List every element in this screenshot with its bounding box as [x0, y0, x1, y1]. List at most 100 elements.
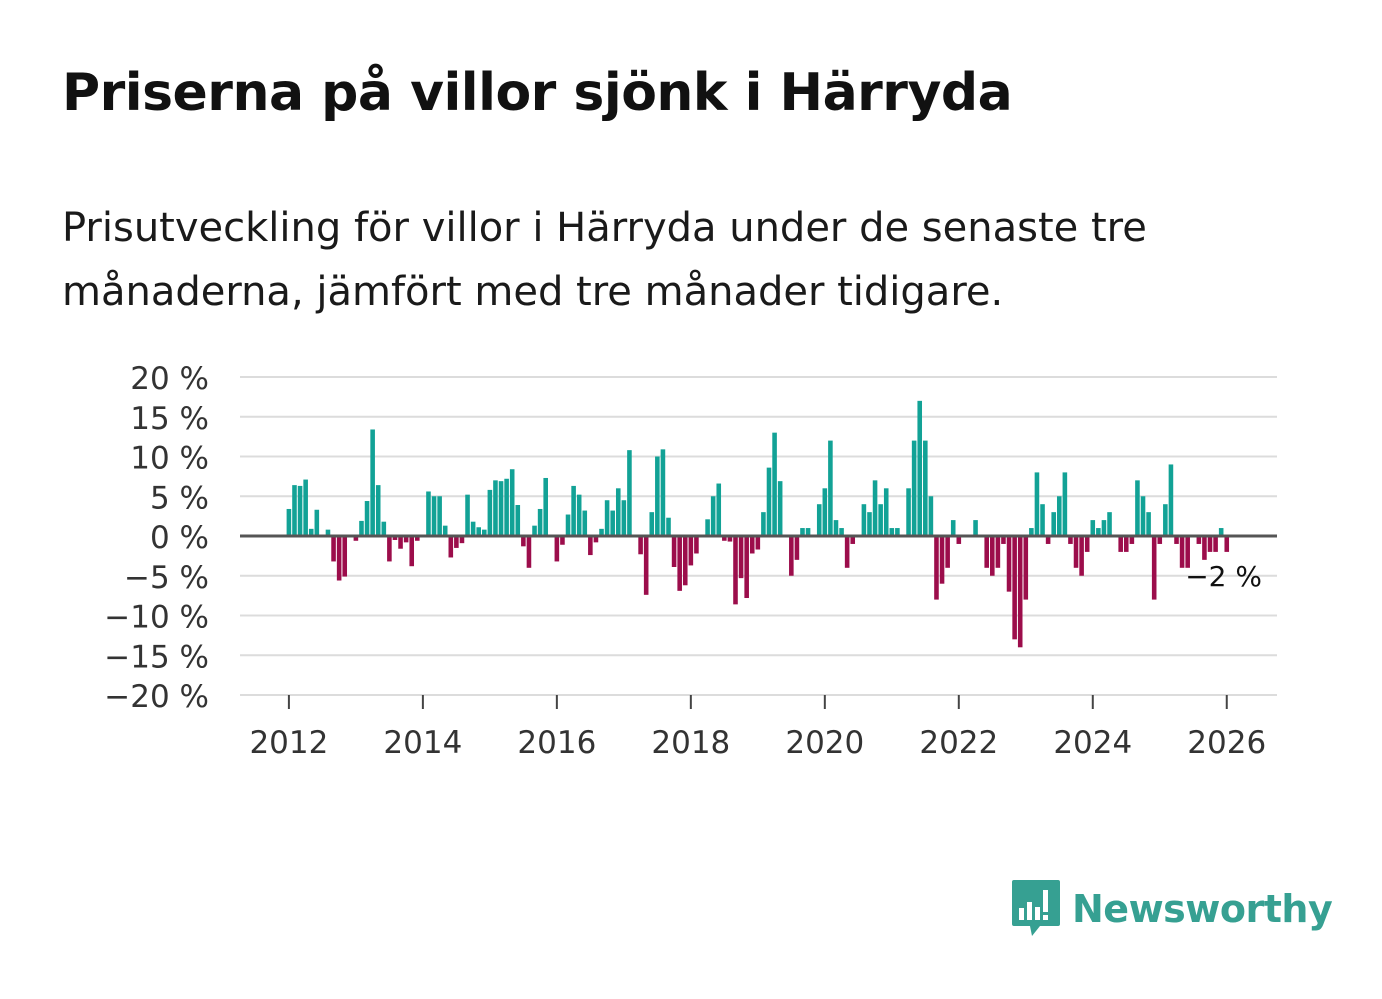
- y-tick-label: −15 %: [104, 639, 209, 675]
- bar: [308, 528, 314, 536]
- bar: [599, 528, 604, 536]
- bar: [1090, 520, 1096, 536]
- bar: [1040, 504, 1045, 536]
- bar: [1218, 528, 1224, 536]
- bar: [454, 536, 459, 548]
- bar: [883, 488, 889, 536]
- bar: [655, 456, 660, 536]
- bar: [1012, 536, 1017, 640]
- bar: [588, 536, 593, 556]
- bar: [297, 485, 303, 536]
- bar: [995, 536, 1001, 568]
- bar: [465, 494, 470, 536]
- bar: [1101, 520, 1107, 536]
- bar: [638, 536, 643, 555]
- bar: [286, 508, 292, 536]
- bar: [800, 528, 805, 536]
- bar: [789, 536, 794, 576]
- bar: [738, 536, 744, 579]
- bar: [1001, 536, 1006, 544]
- bar: [521, 536, 526, 547]
- bar: [923, 440, 928, 536]
- bar: [1017, 536, 1023, 648]
- bar: [917, 400, 923, 536]
- bar: [314, 509, 320, 536]
- bar: [498, 481, 504, 536]
- bar: [1045, 536, 1051, 544]
- bar: [487, 489, 493, 536]
- bar: [649, 512, 655, 536]
- y-tick-label: −5 %: [124, 560, 209, 596]
- y-tick-label: 20 %: [130, 361, 209, 397]
- bar: [766, 467, 772, 536]
- bar: [398, 536, 403, 549]
- bar: [761, 512, 766, 536]
- bar: [375, 485, 381, 536]
- bar: [1062, 472, 1068, 536]
- bar: [1084, 536, 1090, 552]
- bar: [387, 536, 392, 562]
- bar: [973, 520, 978, 536]
- bar: [331, 536, 336, 562]
- bar: [833, 520, 839, 536]
- x-tick-label: 2022: [919, 725, 998, 761]
- bar: [1096, 528, 1101, 536]
- bar: [1196, 536, 1202, 544]
- bar: [437, 496, 442, 536]
- bar: [861, 504, 867, 536]
- bar: [1034, 472, 1040, 536]
- bar: [1079, 536, 1084, 576]
- bar: [1185, 536, 1190, 568]
- bar: [554, 536, 560, 562]
- bar: [844, 536, 850, 568]
- bar: [543, 477, 548, 536]
- bar: [705, 519, 710, 536]
- bar: [1207, 536, 1213, 552]
- bar: [889, 528, 895, 536]
- bar: [560, 536, 565, 545]
- bar: [610, 510, 615, 536]
- bar: [504, 478, 509, 536]
- bar: [526, 536, 532, 568]
- bar: [1073, 536, 1079, 568]
- y-tick-label: 0 %: [150, 520, 209, 556]
- bar: [1146, 512, 1151, 536]
- chart-title: Priserna på villor sjönk i Härryda: [62, 63, 1013, 123]
- bar: [660, 449, 666, 536]
- bar: [677, 536, 682, 591]
- bar: [688, 536, 694, 566]
- bar: [325, 529, 331, 536]
- bar: [621, 500, 627, 536]
- bar: [805, 528, 811, 536]
- bar: [822, 488, 828, 536]
- bar: [934, 536, 939, 600]
- bar: [1168, 464, 1174, 536]
- bar: [537, 508, 543, 536]
- y-axis-ticks: 20 % 15 % 10 %5 % 0 % −5 % −10 %−15 % −20 %: [104, 361, 209, 715]
- bar: [772, 432, 777, 536]
- bar: [710, 496, 716, 536]
- bar: [878, 504, 883, 536]
- bar: [1135, 480, 1140, 536]
- x-tick-label: 2012: [249, 725, 328, 761]
- bar: [476, 527, 481, 536]
- bar: [1224, 536, 1230, 552]
- bar: [906, 488, 911, 536]
- bar: [1179, 536, 1185, 568]
- bar: [459, 536, 465, 544]
- bar: [1174, 536, 1179, 544]
- bar: [722, 536, 727, 541]
- y-tick-label: 10 %: [130, 441, 209, 477]
- newsworthy-logo-icon: [1012, 880, 1060, 936]
- bar: [828, 440, 833, 536]
- bar: [744, 536, 749, 599]
- bar: [359, 520, 364, 536]
- bar: [716, 483, 722, 536]
- bar: [1213, 536, 1218, 552]
- bar: [403, 536, 409, 543]
- bar: [409, 536, 415, 567]
- bar: [604, 500, 610, 536]
- bar: [493, 480, 498, 536]
- bar: [643, 536, 649, 595]
- bar: [448, 536, 454, 558]
